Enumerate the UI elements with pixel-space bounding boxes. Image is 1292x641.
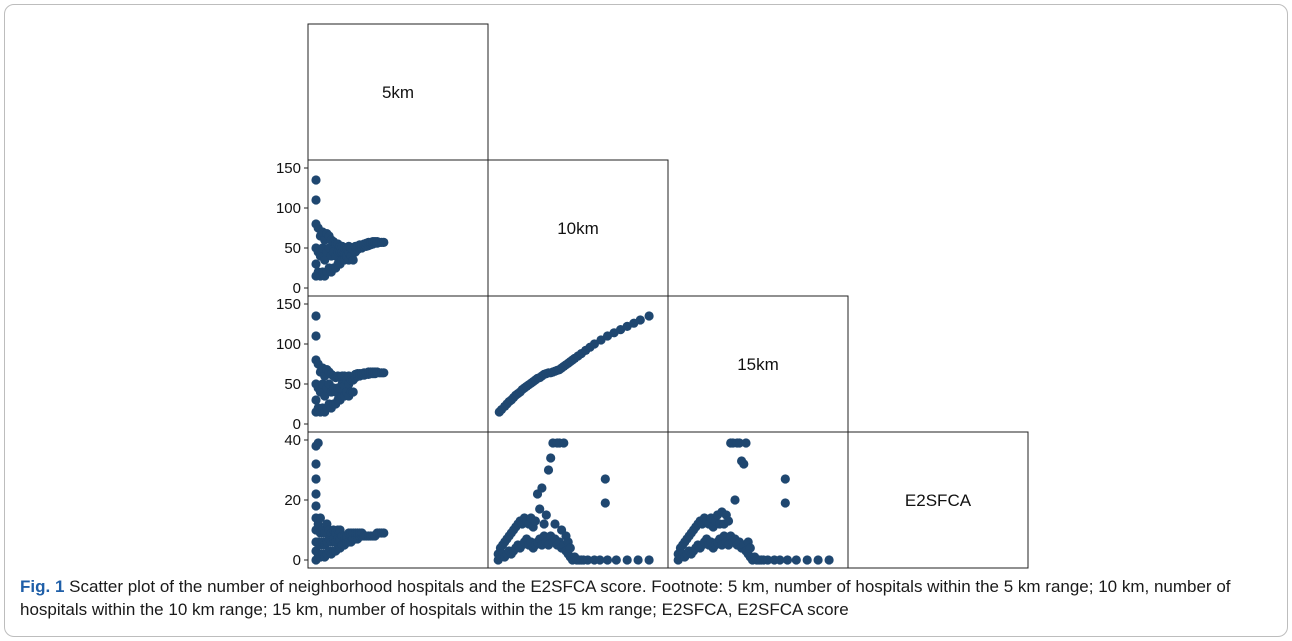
y-tick-label-15km-0: 0 (293, 416, 301, 433)
point-e2sfca-5km-6 (311, 489, 321, 499)
panel-frame-10km-5km (307, 159, 489, 297)
point-e2sfca-15km-78 (780, 474, 790, 484)
point-e2sfca-10km-79 (602, 555, 613, 565)
point-e2sfca-15km-82 (813, 555, 823, 565)
point-15km-5km-52 (348, 387, 358, 397)
diagonal-label-10km: 10km (557, 219, 599, 238)
point-e2sfca-15km-47 (723, 516, 734, 526)
panel-e2sfca-vs-15km (673, 438, 834, 565)
diagonal-label-e2sfca: E2SFCA (905, 491, 972, 510)
point-e2sfca-5km-17 (315, 513, 325, 523)
panel-frame-e2sfca-e2sfca (847, 431, 1029, 569)
point-e2sfca-5km-8 (311, 459, 321, 469)
point-e2sfca-15km-83 (824, 555, 834, 565)
point-15km-5km-4 (311, 331, 321, 341)
panel-10km-vs-5km (311, 175, 389, 281)
point-10km-5km-1 (311, 259, 321, 269)
panel-15km-vs-5km (311, 311, 389, 417)
diagonal-label-15km: 15km (737, 355, 779, 374)
point-e2sfca-10km-43 (539, 519, 549, 529)
y-tick-label-15km-150: 150 (276, 296, 301, 313)
point-15km-5km-16 (320, 391, 330, 401)
point-e2sfca-10km-77 (600, 498, 610, 508)
point-e2sfca-10km-39 (535, 504, 545, 514)
point-15km-5km-1 (311, 395, 321, 405)
y-tick-label-e2sfca-20: 20 (284, 492, 301, 509)
point-e2sfca-15km-63 (741, 438, 751, 448)
y-tick-label-10km-0: 0 (293, 280, 301, 297)
point-e2sfca-15km-81 (802, 555, 812, 565)
point-e2sfca-15km-77 (780, 498, 790, 508)
point-e2sfca-10km-76 (595, 555, 605, 565)
point-e2sfca-10km-41 (537, 483, 547, 493)
panel-frame-15km-5km (307, 295, 489, 433)
point-15km-10km-39 (589, 339, 600, 349)
point-e2sfca-15km-74 (763, 555, 773, 565)
point-e2sfca-10km-82 (633, 555, 643, 565)
point-e2sfca-10km-47 (543, 465, 554, 475)
y-tick-label-10km-50: 50 (284, 240, 301, 257)
point-10km-5km-5 (311, 175, 321, 185)
panel-15km-vs-10km (494, 311, 654, 417)
figure-frame (4, 4, 1288, 637)
panel-e2sfca-vs-5km (311, 438, 389, 565)
caption-text: Scatter plot of the number of neighborho… (20, 577, 1231, 619)
diagonal-label-5km: 5km (382, 83, 414, 102)
point-e2sfca-5km-5 (311, 501, 321, 511)
point-e2sfca-10km-78 (600, 474, 610, 484)
point-e2sfca-15km-57 (734, 438, 745, 448)
point-e2sfca-15km-76 (775, 555, 785, 565)
point-e2sfca-10km-53 (550, 519, 560, 529)
point-e2sfca-10km-80 (611, 555, 621, 565)
figure-caption: Fig. 1 Scatter plot of the number of nei… (20, 575, 1275, 621)
point-e2sfca-10km-81 (622, 555, 632, 565)
point-e2sfca-15km-79 (782, 555, 793, 565)
point-10km-5km-52 (348, 255, 358, 265)
point-e2sfca-10km-74 (583, 555, 593, 565)
point-e2sfca-5km-74 (379, 528, 389, 538)
y-tick-label-15km-100: 100 (276, 336, 301, 353)
point-10km-5km-4 (311, 195, 321, 205)
y-tick-label-e2sfca-40: 40 (284, 432, 301, 449)
point-10km-5km-78 (379, 237, 389, 247)
y-tick-label-10km-150: 150 (276, 160, 301, 177)
point-e2sfca-10km-49 (546, 453, 556, 463)
point-15km-5km-5 (311, 311, 321, 321)
panel-e2sfca-vs-10km (493, 438, 654, 565)
point-e2sfca-15km-80 (791, 555, 801, 565)
point-e2sfca-15km-53 (730, 495, 740, 505)
point-15km-10km-47 (644, 311, 654, 321)
point-e2sfca-10km-45 (541, 510, 551, 520)
y-tick-label-e2sfca-0: 0 (293, 552, 301, 569)
point-e2sfca-10km-67 (565, 543, 575, 553)
point-e2sfca-10km-83 (644, 555, 654, 565)
point-10km-5km-16 (320, 255, 330, 265)
point-e2sfca-10km-35 (530, 516, 541, 526)
point-e2sfca-15km-61 (739, 459, 749, 469)
figure-label: Fig. 1 (20, 577, 65, 596)
y-tick-label-15km-50: 50 (284, 376, 301, 393)
point-15km-5km-78 (379, 368, 389, 378)
point-e2sfca-15km-67 (745, 543, 755, 553)
point-15km-10km-46 (635, 315, 645, 325)
point-e2sfca-10km-61 (559, 438, 569, 448)
y-tick-label-10km-100: 100 (276, 200, 301, 217)
point-e2sfca-5km-13 (313, 438, 323, 448)
point-e2sfca-5km-7 (311, 474, 321, 484)
